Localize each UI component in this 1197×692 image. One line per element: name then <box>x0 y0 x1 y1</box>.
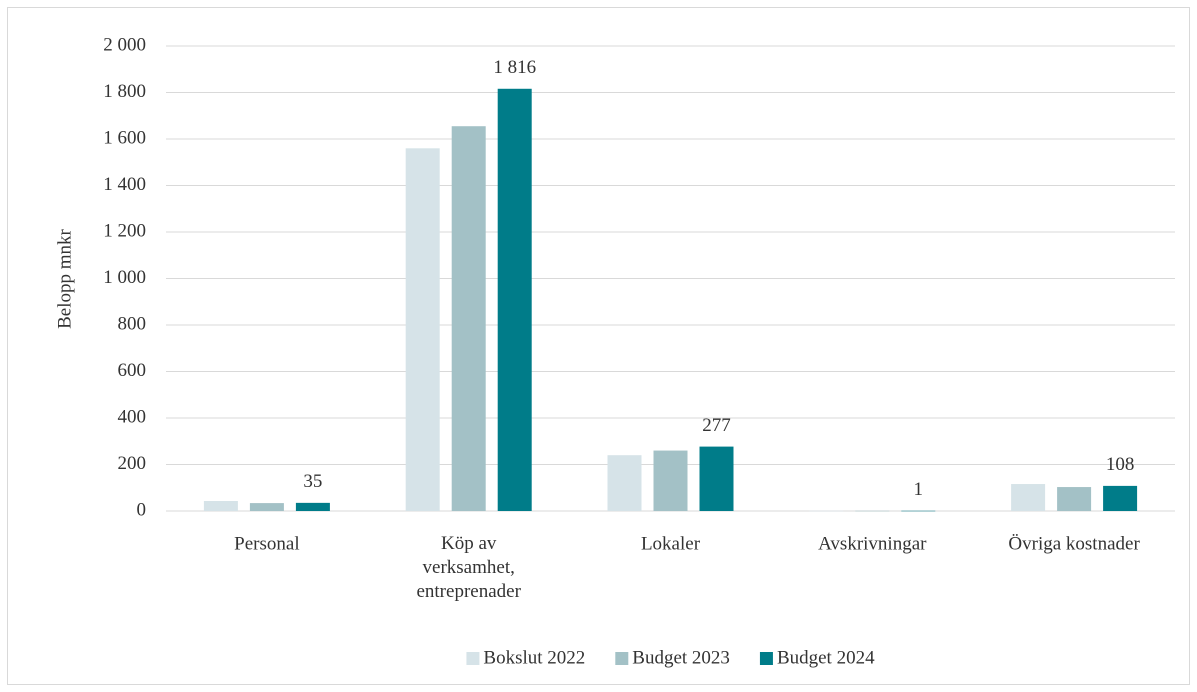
data-label: 277 <box>702 415 731 436</box>
legend-label: Budget 2024 <box>777 647 875 668</box>
legend-swatch <box>466 652 480 665</box>
bar <box>855 510 890 512</box>
y-tick-label: 0 <box>137 499 147 520</box>
bar <box>249 503 284 511</box>
data-label: 1 816 <box>493 57 536 78</box>
bar <box>405 148 440 512</box>
x-tick-label: Avskrivningar <box>818 533 927 554</box>
bar <box>809 510 844 512</box>
legend-swatch <box>759 652 773 665</box>
y-tick-label: 1 600 <box>103 127 146 148</box>
y-tick-label: 200 <box>118 453 147 474</box>
y-axis-title: Belopp mnkr <box>54 228 75 328</box>
y-tick-label: 400 <box>118 406 147 427</box>
data-label: 1 <box>914 479 924 500</box>
bar <box>295 502 330 511</box>
y-tick-label: 1 400 <box>103 174 146 195</box>
bar <box>451 126 486 512</box>
x-tick-label: Övriga kostnader <box>1008 533 1140 554</box>
legend-swatch <box>615 652 629 665</box>
x-tick-label: Lokaler <box>641 533 701 554</box>
data-label: 108 <box>1106 454 1135 475</box>
y-tick-label: 1 800 <box>103 81 146 102</box>
legend-label: Budget 2023 <box>632 647 730 668</box>
y-tick-label: 1 200 <box>103 220 146 241</box>
bar <box>497 88 532 511</box>
bar <box>699 446 734 511</box>
bar <box>607 455 642 511</box>
legend-label: Bokslut 2022 <box>483 647 585 668</box>
x-tick-label: Köp av verksamhet, entreprenader <box>416 533 521 602</box>
y-tick-label: 1 000 <box>103 267 146 288</box>
bar <box>901 510 936 512</box>
bar <box>203 501 238 511</box>
y-tick-label: 600 <box>118 360 147 381</box>
bar <box>1057 487 1092 511</box>
x-tick-label: Personal <box>234 533 299 554</box>
y-tick-label: 2 000 <box>103 34 146 55</box>
bar <box>1011 484 1046 511</box>
bar <box>1103 485 1138 511</box>
data-label: 35 <box>303 471 322 492</box>
bar <box>653 450 688 511</box>
chart-frame <box>7 7 1190 685</box>
y-tick-label: 800 <box>118 313 147 334</box>
